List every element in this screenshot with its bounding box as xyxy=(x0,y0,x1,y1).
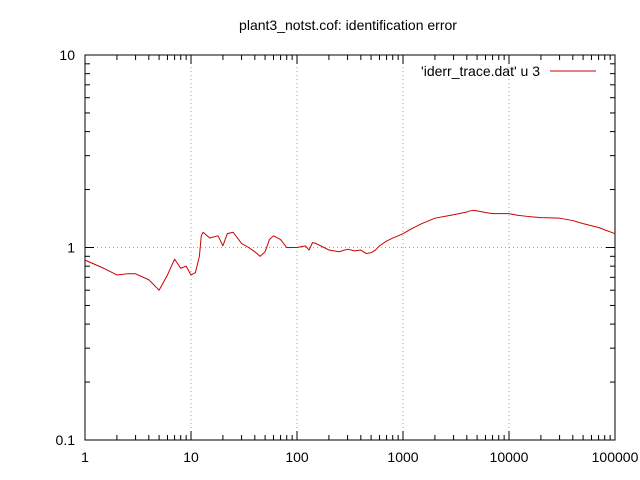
x-tick-label: 10000 xyxy=(490,449,529,465)
x-tick-label: 100000 xyxy=(592,449,639,465)
tick-labels: 1 10 100 1000 10000 100000 0.1 1 10 xyxy=(56,47,639,465)
legend: 'iderr_trace.dat' u 3 xyxy=(421,63,596,79)
x-tick-label: 1000 xyxy=(387,449,418,465)
x-tick-label: 1 xyxy=(81,449,89,465)
legend-label: 'iderr_trace.dat' u 3 xyxy=(421,63,540,79)
chart-title: plant3_notst.cof: identification error xyxy=(239,17,457,33)
grid-lines xyxy=(85,55,615,440)
y-tick-label: 1 xyxy=(67,240,75,256)
x-tick-label: 100 xyxy=(285,449,309,465)
y-tick-label: 0.1 xyxy=(56,432,76,448)
y-tick-label: 10 xyxy=(59,47,75,63)
axes xyxy=(84,54,616,441)
x-tick-label: 10 xyxy=(183,449,199,465)
series-lines xyxy=(84,209,616,291)
series-line xyxy=(84,209,616,291)
